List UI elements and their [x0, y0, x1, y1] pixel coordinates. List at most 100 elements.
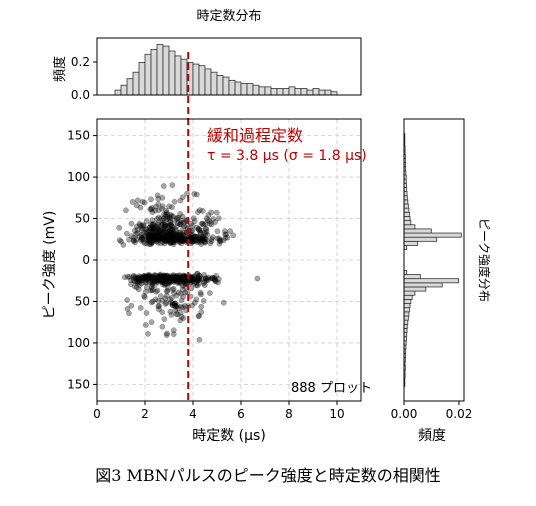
scatter-point — [191, 191, 198, 197]
scatter-point — [167, 219, 173, 226]
histogram-bar — [168, 50, 176, 96]
scatter-point — [194, 224, 200, 231]
scatter-point — [230, 232, 237, 239]
scatter-point — [213, 209, 220, 216]
scatter-point — [220, 299, 227, 306]
histogram-bar — [403, 315, 409, 321]
scatter-point — [205, 277, 211, 283]
histogram-bar — [252, 84, 260, 96]
scatter-point — [152, 296, 159, 303]
scatter-point — [166, 222, 173, 229]
scatter-point — [162, 295, 169, 302]
scatter-point — [147, 206, 154, 213]
scatter-point — [159, 297, 165, 304]
histogram-bar — [403, 282, 443, 288]
scatter-point — [198, 309, 205, 315]
scatter-point — [148, 196, 154, 203]
histogram-bar — [324, 89, 332, 96]
scatter-point — [193, 279, 199, 286]
scatter-point — [212, 219, 218, 225]
scatter-point — [132, 278, 138, 285]
scatter-point — [149, 236, 155, 243]
scatter-point — [133, 284, 140, 291]
scatter-point — [162, 301, 169, 307]
scatter-point — [166, 278, 173, 285]
histogram-bar — [403, 307, 410, 313]
x-tick-label: 10 — [329, 407, 344, 421]
scatter-point — [163, 300, 170, 306]
scatter-point — [169, 182, 176, 188]
points-count-label: 888 プロット — [291, 381, 372, 396]
scatter-point — [124, 274, 131, 280]
y-tick-label: 100 — [67, 336, 90, 350]
histogram-bar — [403, 220, 412, 226]
histogram-bar — [234, 81, 242, 96]
scatter-point — [140, 222, 146, 229]
scatter-point — [116, 237, 123, 243]
histogram-bar — [403, 298, 412, 304]
scatter-point — [137, 204, 144, 211]
histogram-bar — [403, 199, 409, 205]
scatter-ylabel: ピーク強度 (mV) — [42, 211, 58, 320]
scatter-point — [120, 242, 127, 248]
scatter-point — [135, 286, 142, 293]
scatter-point — [195, 209, 201, 215]
scatter-point — [188, 285, 195, 292]
scatter-point — [190, 215, 197, 222]
scatter-point — [183, 278, 190, 285]
scatter-point — [199, 220, 206, 227]
histogram-bar — [403, 203, 409, 209]
scatter-point — [172, 303, 179, 309]
histogram-bar — [114, 89, 122, 96]
scatter-point — [155, 195, 162, 202]
scatter-point — [151, 272, 157, 279]
scatter-point — [129, 199, 136, 205]
scatter-point — [131, 272, 137, 279]
scatter-point — [124, 306, 131, 312]
scatter-point — [134, 226, 141, 233]
scatter-point — [141, 294, 148, 301]
scatter-point — [154, 224, 160, 230]
scatter-point — [140, 236, 147, 243]
histogram-bar — [192, 63, 200, 96]
top-histogram-title: 時定数分布 — [196, 9, 261, 24]
scatter-point — [208, 209, 214, 216]
scatter-point — [202, 236, 208, 243]
annotation-value: τ = 3.8 μs (σ = 1.8 μs) — [207, 148, 367, 164]
x-tick-label: 2 — [141, 407, 149, 421]
right-xtick-label: 0.00 — [391, 407, 418, 421]
scatter-point — [164, 330, 170, 337]
scatter-point — [209, 275, 215, 282]
scatter-point — [210, 234, 216, 240]
scatter-point — [137, 305, 144, 311]
scatter-point — [178, 314, 185, 320]
scatter-point — [170, 331, 177, 337]
scatter-point — [161, 228, 167, 234]
histogram-bar — [403, 228, 432, 234]
y-tick-label: 0 — [82, 253, 90, 267]
histogram-bar — [282, 88, 290, 96]
scatter-point — [171, 290, 177, 296]
histogram-bar — [144, 53, 152, 96]
y-tick-label: 100 — [67, 170, 90, 184]
histogram-bar — [312, 88, 320, 96]
scatter-point — [204, 276, 211, 282]
scatter-point — [174, 216, 180, 222]
scatter-point — [124, 230, 130, 237]
y-tick-label: 50 — [75, 212, 90, 226]
histogram-bar — [403, 274, 421, 280]
histogram-bar — [270, 88, 278, 96]
histogram-bar — [403, 311, 410, 317]
scatter-point — [172, 231, 179, 238]
annotation-title: 緩和過程定数 — [207, 126, 303, 145]
scatter-point — [143, 310, 150, 316]
histogram-bar — [210, 71, 218, 96]
scatter-point — [208, 238, 215, 245]
scatter-point — [177, 317, 184, 324]
histogram-bar — [403, 232, 462, 238]
scatter-point — [148, 299, 155, 306]
scatter-point — [227, 228, 233, 234]
scatter-point — [145, 331, 151, 337]
scatter-point — [194, 270, 201, 277]
scatter-point — [180, 278, 187, 285]
